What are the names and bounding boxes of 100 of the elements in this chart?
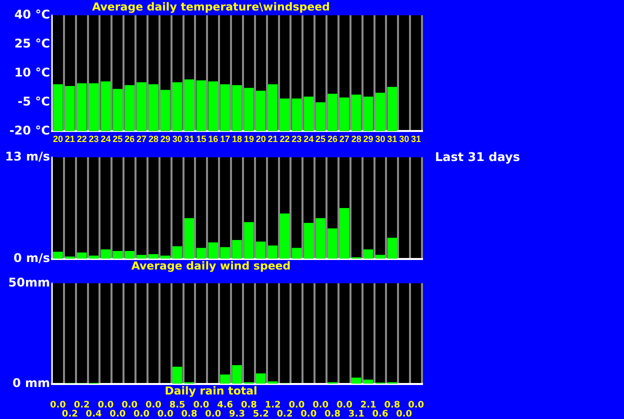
bar	[76, 252, 87, 259]
bar	[363, 249, 374, 259]
bar	[340, 208, 350, 259]
text: Daily rain total	[164, 384, 258, 398]
data-label: 0.0	[145, 400, 162, 410]
x-tick-label: 22	[280, 134, 290, 144]
x-tick-label: 28	[351, 134, 362, 144]
bar	[280, 213, 290, 259]
x-tick-label: 17	[220, 134, 230, 144]
x-tick-label: 16	[208, 134, 218, 144]
x-tick-label: 31	[387, 134, 398, 144]
bar	[124, 250, 134, 259]
x-tick-label: 23	[292, 134, 302, 144]
data-label: 9.3	[229, 409, 245, 419]
chart-title: Average daily temperature\windspeed	[92, 0, 330, 14]
x-tick-label: 26	[124, 134, 135, 144]
bar	[112, 250, 123, 259]
data-label: 0.0	[98, 400, 114, 410]
x-tick-label: 21	[268, 134, 278, 144]
data-label: 0.0	[300, 409, 317, 419]
y-tick-label: -5 °C	[18, 94, 50, 108]
data-label: 0.0	[408, 400, 424, 410]
data-label: 0.0	[50, 400, 66, 410]
x-tick-label: 26	[327, 134, 338, 144]
x-tick-label: 29	[363, 134, 374, 144]
bar	[76, 83, 87, 132]
y-tick-label: 40 °C	[14, 7, 50, 22]
bar	[88, 256, 99, 259]
bar	[351, 378, 362, 384]
bar	[304, 222, 314, 259]
x-tick-label: 23	[88, 134, 99, 144]
x-tick-label: 18	[232, 134, 242, 144]
bar	[220, 84, 230, 132]
bar	[280, 98, 290, 132]
bar	[292, 248, 302, 259]
data-label: 4.6	[217, 400, 234, 410]
bar	[387, 86, 398, 132]
x-tick-label: 29	[160, 134, 170, 144]
x-tick-label: 20	[256, 134, 266, 144]
bar	[256, 242, 266, 259]
data-label: 0.0	[193, 400, 210, 410]
bar	[100, 81, 111, 132]
data-label: 0.0	[205, 409, 222, 419]
data-label: 0.0	[157, 409, 174, 419]
x-tick-label: 28	[148, 134, 158, 144]
data-label: 8.5	[169, 400, 186, 410]
text: Average daily wind speed	[131, 259, 291, 272]
data-label: 0.2	[74, 400, 90, 410]
bar	[232, 85, 242, 132]
x-tick-label: 30	[172, 134, 182, 144]
bar	[172, 246, 182, 259]
data-label: 0.4	[86, 409, 102, 419]
bar	[196, 248, 206, 259]
data-label: 5.2	[252, 409, 269, 419]
bar	[184, 218, 194, 259]
bar	[208, 81, 218, 132]
bar	[160, 256, 170, 259]
bar	[268, 84, 278, 132]
x-tick-label: 27	[136, 134, 147, 144]
bar	[316, 102, 326, 132]
x-tick-label: 25	[112, 134, 123, 144]
data-label: 1.2	[264, 400, 281, 410]
bar	[220, 247, 230, 259]
data-label: 0.0	[110, 409, 126, 419]
x-tick-label: 30	[375, 134, 386, 144]
bar	[88, 83, 99, 132]
x-tick-label: 31	[411, 134, 422, 144]
bar	[53, 84, 63, 132]
bar	[387, 238, 398, 259]
data-label: 0.8	[324, 409, 340, 419]
x-tick-label: 15	[196, 134, 206, 144]
bar	[363, 96, 374, 132]
y-tick-label: -20 °C	[9, 123, 50, 138]
text: Last 31 days	[435, 150, 520, 164]
bar	[65, 86, 75, 132]
y-tick-label: 0 mm	[12, 376, 50, 390]
y-tick-label: 25 °C	[14, 36, 50, 50]
data-label: 0.8	[240, 400, 257, 410]
data-label: 0.0	[312, 400, 329, 410]
y-tick-label: 50mm	[8, 275, 50, 290]
bar	[208, 242, 218, 259]
x-tick-label: 27	[339, 134, 350, 144]
data-label: 0.2	[276, 409, 293, 419]
bar	[232, 240, 242, 259]
x-tick-label: 24	[304, 134, 314, 144]
bar	[244, 88, 254, 132]
bar	[184, 79, 194, 132]
bar	[256, 90, 266, 132]
data-label: 3.1	[348, 409, 364, 419]
bar	[136, 254, 146, 259]
bar	[148, 84, 158, 132]
bar	[53, 252, 63, 259]
data-label: 0.0	[336, 400, 352, 410]
bar	[375, 92, 386, 132]
bar	[328, 228, 338, 259]
data-label: 0.0	[288, 400, 305, 410]
bar	[172, 82, 182, 132]
data-label: 0.2	[62, 409, 78, 419]
x-tick-label: 19	[244, 134, 254, 144]
data-label: 0.6	[372, 409, 388, 419]
